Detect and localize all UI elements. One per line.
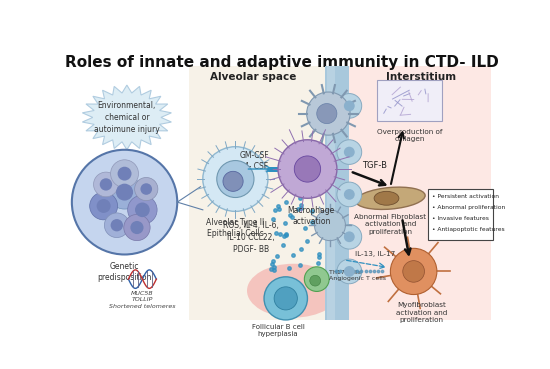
Circle shape	[111, 160, 139, 187]
Polygon shape	[82, 85, 172, 150]
Circle shape	[128, 195, 157, 224]
Text: Environmental,
chemical or
autoimune injury: Environmental, chemical or autoimune inj…	[94, 101, 160, 134]
Circle shape	[90, 192, 118, 220]
Text: Interstitium: Interstitium	[386, 72, 456, 82]
Circle shape	[337, 259, 362, 284]
Circle shape	[317, 104, 337, 124]
Circle shape	[337, 224, 362, 249]
Ellipse shape	[356, 187, 425, 210]
Text: Macrophage
activation: Macrophage activation	[288, 206, 335, 226]
Circle shape	[97, 199, 111, 213]
Text: Th17 cells
Angiogenic T cells: Th17 cells Angiogenic T cells	[329, 270, 386, 281]
Circle shape	[304, 267, 329, 292]
Circle shape	[124, 214, 150, 241]
Text: IL-13, IL-17: IL-13, IL-17	[355, 251, 395, 257]
Circle shape	[390, 248, 437, 294]
Text: Overproduction of
collagen: Overproduction of collagen	[377, 129, 442, 142]
Circle shape	[100, 178, 112, 190]
Circle shape	[403, 261, 425, 282]
Circle shape	[135, 177, 158, 201]
Circle shape	[118, 167, 131, 180]
Circle shape	[111, 219, 123, 231]
FancyBboxPatch shape	[377, 80, 442, 121]
Text: Genetic
predisposition: Genetic predisposition	[97, 262, 152, 282]
Circle shape	[337, 182, 362, 207]
Circle shape	[217, 161, 254, 197]
Circle shape	[310, 275, 321, 286]
Circle shape	[344, 189, 355, 200]
Circle shape	[344, 100, 355, 111]
FancyBboxPatch shape	[189, 66, 348, 320]
Circle shape	[116, 184, 133, 201]
Text: • Abnormal proliferation: • Abnormal proliferation	[432, 205, 505, 210]
Ellipse shape	[247, 264, 340, 318]
Circle shape	[315, 210, 345, 241]
Text: TGF-B: TGF-B	[362, 162, 387, 170]
Text: Follicular B cell
hyperplasia: Follicular B cell hyperplasia	[251, 324, 305, 337]
Circle shape	[223, 171, 243, 192]
Circle shape	[72, 150, 177, 255]
Text: Alveolar space: Alveolar space	[210, 72, 296, 82]
Circle shape	[264, 277, 307, 320]
Text: MUC5B
TOLLIP
Shortened telomeres: MUC5B TOLLIP Shortened telomeres	[109, 291, 175, 309]
FancyBboxPatch shape	[327, 66, 334, 320]
Text: Myofibroblast
activation and
proliferation: Myofibroblast activation and proliferati…	[395, 302, 447, 323]
Circle shape	[344, 147, 355, 158]
Circle shape	[203, 147, 268, 211]
Circle shape	[344, 231, 355, 242]
Circle shape	[107, 175, 141, 209]
Circle shape	[337, 140, 362, 165]
Text: Alveolar Type II
Epithelial Cells: Alveolar Type II Epithelial Cells	[206, 218, 265, 238]
Circle shape	[344, 266, 355, 277]
Circle shape	[294, 156, 321, 182]
Text: • Antiapoptotic features: • Antiapoptotic features	[432, 227, 505, 232]
Text: • Invasive features: • Invasive features	[432, 216, 489, 221]
Text: GM-CSF
M- CSF: GM-CSF M- CSF	[240, 151, 270, 171]
Circle shape	[130, 221, 144, 234]
Circle shape	[94, 172, 118, 197]
FancyBboxPatch shape	[324, 66, 349, 320]
Text: Abnormal Fibroblast
activation and
proliferation: Abnormal Fibroblast activation and proli…	[354, 214, 426, 235]
Circle shape	[140, 183, 152, 195]
FancyBboxPatch shape	[348, 66, 491, 320]
Text: ROS, IL-4, IL-6,
IL-10 CCL22,
PDGF- BB: ROS, IL-4, IL-6, IL-10 CCL22, PDGF- BB	[223, 221, 279, 254]
Circle shape	[104, 213, 129, 238]
Text: Roles of innate and adaptive immunity in CTD- ILD: Roles of innate and adaptive immunity in…	[65, 55, 499, 70]
Circle shape	[307, 92, 350, 135]
Ellipse shape	[374, 192, 399, 205]
Circle shape	[274, 287, 298, 310]
Circle shape	[278, 140, 337, 198]
Text: • Persistent activation: • Persistent activation	[432, 194, 499, 199]
FancyBboxPatch shape	[427, 189, 493, 240]
Circle shape	[337, 94, 362, 118]
Circle shape	[135, 203, 150, 217]
